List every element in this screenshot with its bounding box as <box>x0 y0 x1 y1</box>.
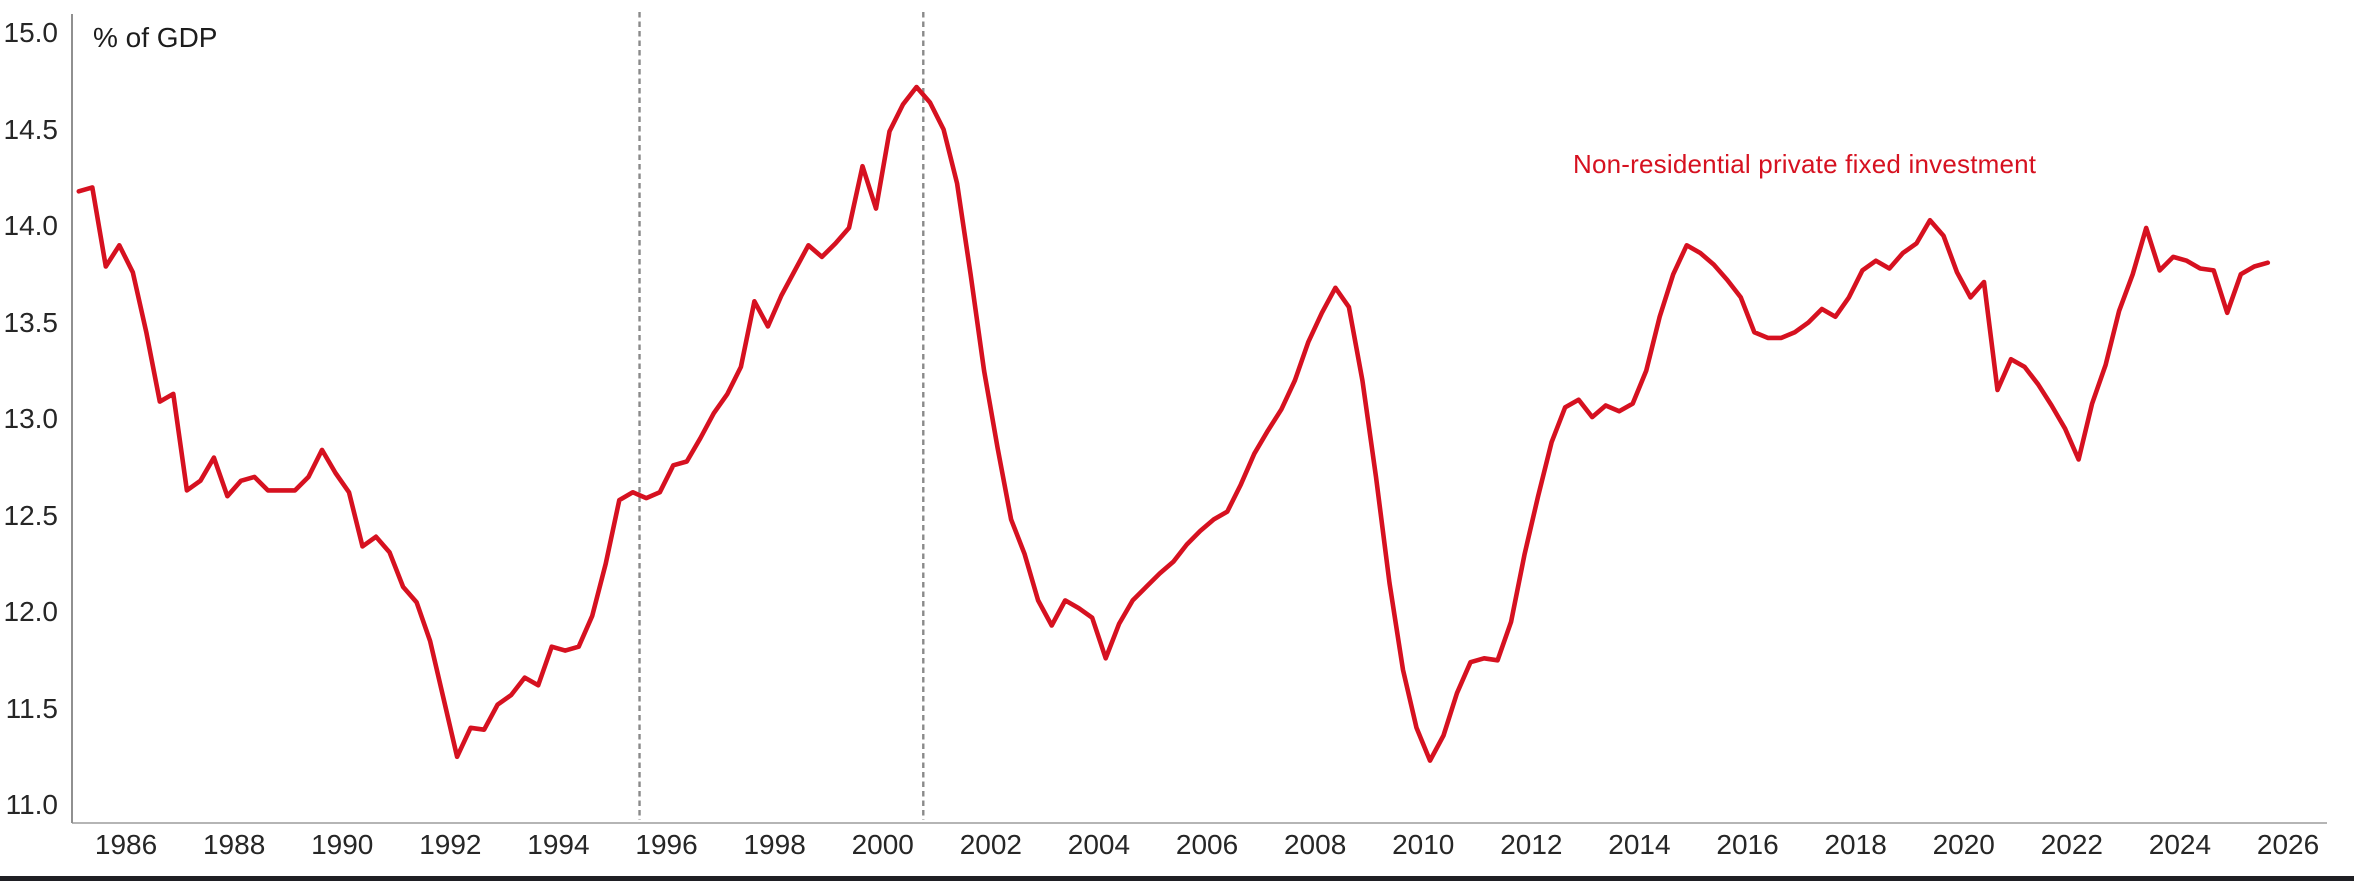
y-tick-label: 11.5 <box>5 692 58 724</box>
x-tick-label: 1988 <box>202 829 266 860</box>
x-tick-label: 2020 <box>1932 829 1995 860</box>
x-tick-label: 2026 <box>2256 829 2320 860</box>
x-tick-label: 1990 <box>311 829 374 860</box>
y-tick-label: 11.0 <box>5 789 58 820</box>
series-legend-label: Non-residential private fixed investment <box>1573 149 2037 179</box>
x-tick-label: 2016 <box>1716 829 1779 860</box>
y-axis-unit-label: % of GDP <box>93 22 218 53</box>
x-tick-label: 2008 <box>1283 829 1347 860</box>
x-tick-label: 2000 <box>851 829 914 860</box>
x-tick-label: 2024 <box>2148 829 2212 860</box>
x-tick-label: 1994 <box>527 829 590 860</box>
x-tick-label: 2022 <box>2040 829 2103 860</box>
bottom-separator-bar <box>0 876 2354 881</box>
x-tick-label: 2004 <box>1067 829 1131 860</box>
x-tick-label: 1986 <box>94 829 158 860</box>
investment-line-series <box>76 84 2271 763</box>
y-tick-label: 12.0 <box>3 596 59 627</box>
x-tick-label: 2018 <box>1824 829 1887 860</box>
x-tick-label: 2010 <box>1392 829 1455 860</box>
x-tick-label: 1996 <box>635 829 698 860</box>
x-tick-label: 1998 <box>743 829 806 860</box>
x-tick-label: 2006 <box>1175 829 1239 860</box>
y-tick-label: 12.5 <box>3 499 59 531</box>
y-tick-label: 15.0 <box>3 17 59 48</box>
x-tick-label: 1992 <box>419 829 482 860</box>
y-tick-label: 14.0 <box>3 210 59 241</box>
y-tick-label: 14.5 <box>3 113 59 145</box>
y-tick-label: 13.5 <box>3 306 59 338</box>
x-tick-label: 2014 <box>1608 829 1671 860</box>
x-tick-label: 2012 <box>1500 829 1563 860</box>
y-tick-label: 13.0 <box>3 403 59 434</box>
x-tick-label: 2002 <box>959 829 1022 860</box>
